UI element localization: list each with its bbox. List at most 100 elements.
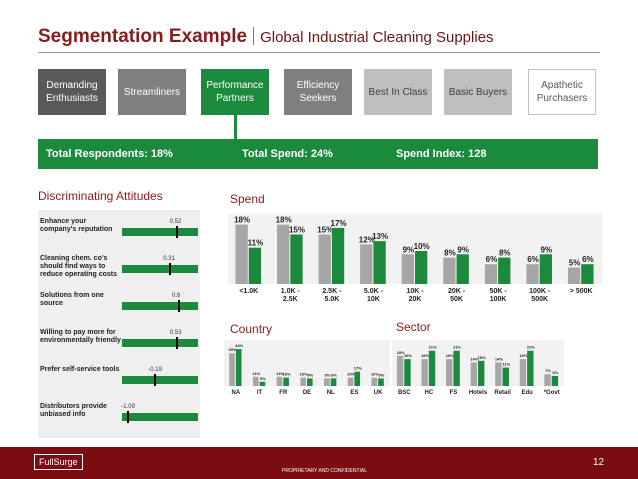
attitude-marker (169, 263, 172, 275)
data-label-1-1: 5% (260, 376, 266, 381)
attitude-label: Cleaning chem. co's should find ways to … (40, 255, 118, 278)
bar-1-5 (527, 350, 534, 386)
data-label-0-4: 9% (325, 372, 331, 377)
bar-1-1 (428, 350, 436, 386)
attitude-label: Enhance your company's reputation (40, 218, 113, 233)
data-label-0-6: 6% (486, 255, 498, 264)
attitude-label: Prefer self-service tools (40, 366, 120, 373)
data-label-1-3: 15% (478, 355, 486, 360)
bar-0-2 (318, 234, 331, 284)
category-label-1: HC (425, 390, 434, 396)
category-label-2: FS (450, 390, 458, 396)
segment-best-in-class[interactable]: Best In Class (364, 69, 432, 115)
attitude-bar (122, 265, 198, 273)
data-label-1-3: 13% (372, 232, 388, 241)
footer-logo: FullSurge (34, 454, 83, 470)
category-label-2: FR (279, 390, 288, 396)
bar-1-8 (581, 264, 594, 284)
title-divider (253, 27, 255, 45)
segment-efficiency-seekers[interactable]: Efficiency Seekers (284, 69, 352, 115)
category-label-3: DE (303, 390, 311, 396)
attitude-bar (122, 302, 198, 310)
data-label-0-0: 39% (229, 347, 237, 352)
title-main: Segmentation Example (38, 26, 248, 47)
attitude-bar (122, 376, 198, 384)
section-sector: Sector (396, 320, 431, 334)
segment-performance-partners[interactable]: Performance Partners (201, 69, 269, 115)
data-label-1-6: 8% (499, 249, 511, 258)
category-label-4: Retail (494, 390, 511, 396)
bar-1-5 (354, 371, 361, 386)
data-label-1-8: 6% (582, 255, 594, 264)
bar-0-0 (229, 353, 235, 386)
data-label-0-2: 16% (446, 353, 454, 358)
bar-0-7 (526, 264, 539, 284)
data-label-1-4: 9% (331, 372, 337, 377)
category-label-3: 10K (367, 296, 380, 303)
bar-1-4 (330, 378, 337, 386)
segment-basic-buyers[interactable]: Basic Buyers (444, 69, 512, 115)
bar-1-2 (283, 377, 289, 386)
bar-0-5 (347, 377, 354, 386)
footer: FullSurge PROPRIETARY AND CONFIDENTIAL 1… (0, 447, 638, 479)
data-label-1-2: 21% (453, 345, 461, 350)
category-label-4: NL (327, 390, 335, 396)
category-label-5: 50K (450, 296, 463, 303)
bar-0-0 (235, 224, 248, 284)
attitude-label: Solutions from one source (40, 292, 104, 307)
segment-streamliners[interactable]: Streamliners (118, 69, 186, 115)
data-label-1-0: 44% (235, 343, 243, 348)
category-label-8: > 500K (570, 288, 593, 295)
bar-1-1 (290, 234, 303, 284)
data-label-1-0: 16% (404, 353, 412, 358)
attitude-bar (122, 228, 198, 236)
bar-1-3 (307, 378, 313, 386)
bar-0-3 (470, 362, 477, 386)
data-label-0-0: 18% (397, 350, 405, 355)
data-label-0-5: 10% (347, 372, 355, 377)
page-number: 12 (593, 457, 605, 468)
bar-0-3 (360, 244, 373, 284)
data-label-0-7: 6% (527, 255, 539, 264)
category-label-3: Hotels (469, 390, 488, 396)
attitude-marker (175, 337, 178, 349)
bar-1-1 (259, 381, 266, 386)
data-label-0-2: 11% (276, 371, 284, 376)
bar-1-2 (453, 350, 460, 386)
bar-1-3 (373, 241, 386, 284)
segment-apathetic-purchasers[interactable]: Apathetic Purchasers (528, 69, 596, 115)
data-label-1-4: 10% (414, 242, 430, 251)
bar-0-5 (443, 257, 456, 284)
section-attitudes: Discriminating Attitudes (38, 189, 163, 203)
section-spend: Spend (230, 192, 265, 206)
bar-1-6 (378, 378, 384, 386)
footer-confidential: PROPRIETARY AND CONFIDENTIAL (282, 468, 368, 474)
category-label-6: 50K - (490, 288, 508, 295)
data-label-1-3: 9% (307, 372, 313, 377)
attitude-marker (127, 411, 130, 423)
category-label-7: 100K - (529, 288, 551, 295)
attitude-label: Willing to pay more for environmentally … (40, 329, 121, 344)
bar-0-4 (324, 378, 330, 386)
segment-pointer (234, 115, 237, 139)
bar-0-3 (300, 377, 306, 386)
category-label-0: NA (232, 390, 241, 396)
segment-demanding-enthusiasts[interactable]: Demanding Enthusiasts (38, 69, 106, 115)
data-label-1-2: 10% (283, 372, 291, 377)
category-label-0: <1.0K (239, 288, 258, 295)
bar-0-0 (396, 355, 404, 386)
attitude-marker (175, 226, 178, 238)
attitude-value: 0.31 (163, 256, 175, 262)
data-label-0-1: 11% (252, 371, 260, 376)
category-label-1: 2.5K (283, 296, 298, 303)
data-label-0-3: 10% (300, 372, 308, 377)
attitudes-panel: Enhance your company's reputation 0.52 Cle… (38, 210, 200, 438)
stats-bar: Total Respondents: 18% Total Spend: 24% … (38, 139, 598, 169)
attitude-value: -1.09 (121, 404, 135, 410)
data-label-0-6: 7% (545, 368, 551, 373)
attitude-bar (122, 413, 198, 421)
category-label-0: BSC (398, 390, 411, 396)
bar-0-4 (495, 362, 502, 386)
bar-1-2 (331, 227, 345, 284)
